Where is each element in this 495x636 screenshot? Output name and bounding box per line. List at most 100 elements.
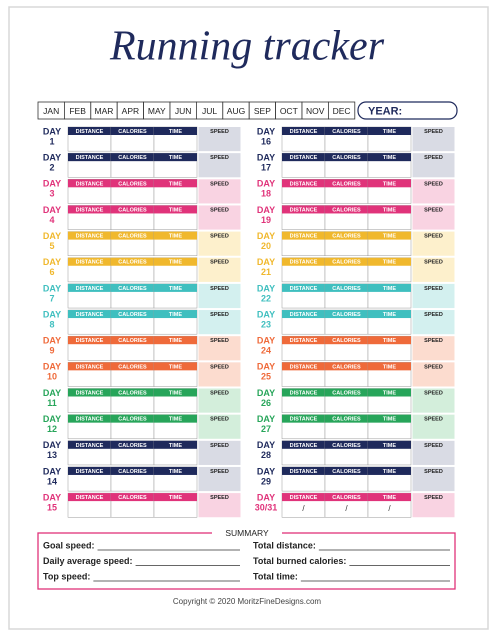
cell-header xyxy=(368,388,411,397)
cell-header xyxy=(325,231,368,240)
cell-header-label: DISTANCE xyxy=(290,364,318,370)
month-label: APR xyxy=(122,106,139,116)
cell-header-label: TIME xyxy=(169,364,182,370)
day-word: DAY xyxy=(43,414,61,424)
speed-cell xyxy=(198,153,241,178)
cell-header-label: TIME xyxy=(383,364,396,370)
month-label: FEB xyxy=(69,106,86,116)
day-word: DAY xyxy=(257,362,275,372)
cell-header-label: CALORIES xyxy=(118,260,147,266)
cell-header-label: TIME xyxy=(383,469,396,475)
month-label: OCT xyxy=(280,106,298,116)
day-number: 23 xyxy=(261,319,271,329)
cell-header xyxy=(111,127,154,135)
cell-header-label: DISTANCE xyxy=(290,286,318,292)
speed-label: SPEED xyxy=(210,260,229,266)
cell-header-label: CALORIES xyxy=(118,338,147,344)
day-number: 14 xyxy=(47,476,57,486)
day-word: DAY xyxy=(257,179,275,189)
month-cell xyxy=(327,101,356,120)
speed-cell xyxy=(412,179,455,204)
cell-header xyxy=(154,310,197,319)
day-number: 22 xyxy=(261,293,271,303)
cell-header xyxy=(111,283,154,292)
cell-header-label: CALORIES xyxy=(118,155,147,161)
speed-cell xyxy=(198,310,241,335)
cell-header-label: CALORIES xyxy=(332,286,361,292)
cell-header xyxy=(325,153,368,162)
cell-header-label: DISTANCE xyxy=(290,443,318,449)
cell-header-label: TIME xyxy=(383,312,396,318)
speed-label: SPEED xyxy=(424,364,443,370)
day-number: 6 xyxy=(49,267,54,277)
speed-label: SPEED xyxy=(210,417,229,423)
cell-header-label: CALORIES xyxy=(118,443,147,449)
cell-header-label: DISTANCE xyxy=(290,207,318,213)
month-label: DEC xyxy=(333,106,351,116)
cell-header-label: DISTANCE xyxy=(76,234,104,240)
day-number: 20 xyxy=(261,241,271,251)
day-word: DAY xyxy=(257,153,275,163)
cell-header xyxy=(325,466,368,475)
speed-label: SPEED xyxy=(210,129,229,135)
cell-header xyxy=(154,153,197,162)
cell-header xyxy=(368,179,411,188)
cell-header-label: CALORIES xyxy=(332,443,361,449)
cell-header xyxy=(282,336,325,345)
day-word: DAY xyxy=(43,153,61,163)
cell-header-label: DISTANCE xyxy=(290,234,318,240)
day-number: 19 xyxy=(261,215,271,225)
speed-cell xyxy=(412,362,455,387)
speed-cell xyxy=(412,283,455,309)
speed-cell xyxy=(198,205,241,230)
cell-header-label: TIME xyxy=(169,155,182,161)
cell-header xyxy=(282,127,325,135)
cell-header xyxy=(282,362,325,371)
cell-header-label: DISTANCE xyxy=(290,495,318,501)
cell-header xyxy=(325,310,368,319)
cell-header-label: TIME xyxy=(169,181,182,187)
cell-header-label: CALORIES xyxy=(332,129,361,135)
day-word: DAY xyxy=(43,466,61,476)
cell-header xyxy=(111,388,154,397)
day-number: 30/31 xyxy=(255,502,278,512)
cell-header xyxy=(68,205,111,214)
day-number: 28 xyxy=(261,450,271,460)
speed-label: SPEED xyxy=(424,155,443,161)
speed-label: SPEED xyxy=(210,495,229,501)
speed-label: SPEED xyxy=(210,286,229,292)
cell-header xyxy=(68,257,111,266)
cell-header-label: TIME xyxy=(383,207,396,213)
cell-header xyxy=(68,414,111,423)
cell-header-label: DISTANCE xyxy=(76,417,104,423)
day-number: 5 xyxy=(49,241,54,251)
cell-header xyxy=(68,466,111,475)
cell-header xyxy=(68,388,111,397)
cell-header xyxy=(368,362,411,371)
cell-header-label: DISTANCE xyxy=(76,181,104,187)
day-word: DAY xyxy=(43,440,61,450)
cell-header-label: DISTANCE xyxy=(76,390,104,396)
day-number: 29 xyxy=(261,476,271,486)
speed-cell xyxy=(198,127,241,152)
cell-header-label: TIME xyxy=(383,234,396,240)
speed-cell xyxy=(198,283,241,309)
cell-header xyxy=(154,388,197,397)
speed-cell xyxy=(198,493,241,518)
cell-header-label: TIME xyxy=(383,286,396,292)
cell-header-label: TIME xyxy=(169,129,182,135)
cell-header xyxy=(325,414,368,423)
cell-header xyxy=(154,414,197,423)
cell-header xyxy=(282,231,325,240)
cell-header xyxy=(325,336,368,345)
cell-entry: / xyxy=(345,504,348,513)
speed-label: SPEED xyxy=(424,390,443,396)
cell-header-label: DISTANCE xyxy=(290,260,318,266)
cell-header-label: CALORIES xyxy=(118,129,147,135)
cell-header xyxy=(368,466,411,475)
speed-cell xyxy=(412,466,455,492)
day-number: 4 xyxy=(49,215,54,225)
cell-header xyxy=(154,231,197,240)
cell-header xyxy=(282,493,325,502)
cell-header-label: TIME xyxy=(383,129,396,135)
